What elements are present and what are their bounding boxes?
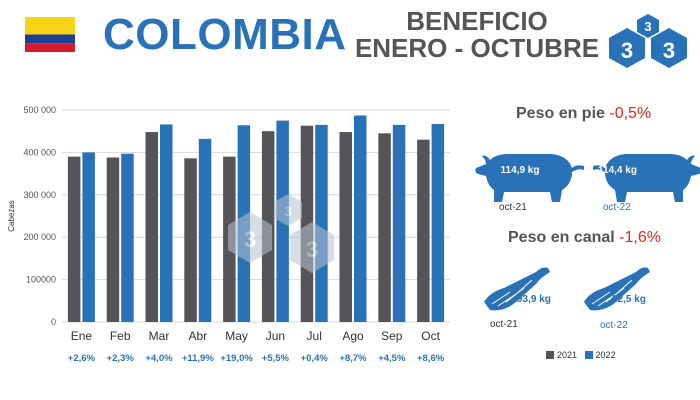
- x-tick-label: Feb: [110, 329, 131, 343]
- growth-label: +8,7%: [339, 353, 367, 364]
- growth-label: +2,6%: [68, 353, 96, 364]
- bar-2022-jul: [315, 124, 328, 322]
- live-weight-label: Peso en pie: [516, 105, 605, 122]
- y-axis-label: Cabezas: [7, 200, 16, 232]
- bar-2022-ene: [82, 152, 95, 322]
- y-tick-label: 0: [51, 317, 56, 327]
- title-line-2: ENERO - OCTUBRE: [354, 33, 600, 63]
- pig-icon: [593, 154, 700, 202]
- live-weight-period-2021: oct-21: [499, 202, 527, 213]
- carcass-weight-2021: 93,9 kg: [517, 294, 551, 305]
- svg-text:3: 3: [663, 38, 675, 63]
- growth-label: +2,3%: [107, 353, 135, 364]
- x-tick-label: Jun: [266, 329, 285, 343]
- bar-2021-ago: [339, 132, 352, 322]
- growth-label: +11,9%: [182, 353, 215, 364]
- country-title: COLOMBIA: [103, 10, 347, 59]
- x-tick-label: Ene: [71, 329, 93, 343]
- bar-2021-sep: [378, 133, 391, 322]
- carcass-weight-title: Peso en canal -1,6%: [508, 229, 661, 247]
- legend-label-2021: 2021: [557, 350, 578, 360]
- logo-watermark-icon: 3 3 3: [228, 194, 334, 273]
- logo-hex-top: 3: [637, 14, 659, 38]
- y-tick-label: 400 000: [23, 147, 56, 157]
- svg-text:3: 3: [284, 204, 291, 219]
- growth-label: +0,4%: [301, 353, 329, 364]
- bar-2021-feb: [106, 157, 120, 322]
- bar-2021-ene: [67, 156, 81, 322]
- svg-text:3: 3: [621, 38, 633, 63]
- pig-weight-2021: 114,9 kg: [501, 165, 540, 176]
- live-weight-change: -0,5%: [609, 105, 652, 122]
- growth-label: +19,0%: [220, 353, 253, 364]
- x-tick-label: Mar: [149, 329, 170, 343]
- growth-label: +4,5%: [378, 353, 406, 364]
- bar-2022-oct: [431, 123, 445, 322]
- bar-2022-feb: [121, 153, 134, 322]
- live-weight-title: Peso en pie -0,5%: [516, 105, 651, 123]
- svg-text:3: 3: [244, 227, 256, 252]
- y-tick-label: 500 000: [23, 105, 56, 115]
- bar-2022-mar: [160, 124, 173, 322]
- legend-label-2022: 2022: [595, 350, 616, 360]
- legend-swatch-2022: [584, 351, 593, 359]
- carcass-period-2022: oct-22: [600, 320, 628, 331]
- bar-2021-jul: [300, 125, 314, 322]
- pig-weight-2022: 114,4 kg: [598, 165, 637, 176]
- bar-2022-abr: [198, 138, 212, 322]
- legend-swatch-2021: [546, 351, 554, 359]
- logo-hex-right: 3: [651, 28, 687, 68]
- y-tick-label: 100000: [26, 275, 56, 285]
- x-tick-label: Sep: [381, 329, 403, 343]
- growth-label: +8,6%: [417, 353, 445, 364]
- x-tick-label: Abr: [188, 329, 207, 343]
- live-weight-period-2022: oct-22: [603, 202, 631, 213]
- x-tick-label: Jul: [307, 329, 322, 343]
- logo-333-icon: 3 3 3: [609, 14, 687, 68]
- carcass-period-2021: oct-21: [490, 319, 518, 330]
- bar-2021-mar: [145, 132, 158, 322]
- bar-2022-sep: [392, 124, 406, 322]
- x-tick-label: Oct: [421, 329, 440, 343]
- bar-2021-abr: [184, 158, 197, 322]
- x-tick-label: Ago: [342, 329, 364, 343]
- bar-2022-ago: [354, 115, 367, 323]
- growth-label: +5,5%: [262, 353, 290, 364]
- carcass-weight-change: -1,6%: [619, 229, 661, 246]
- carcass-icon: [484, 267, 550, 311]
- y-tick-label: 300 000: [23, 190, 56, 200]
- logo-hex-left: 3: [609, 28, 645, 68]
- carcass-weight-2022: 92,5 kg: [612, 294, 646, 305]
- pig-icon: 114,9 kg: [475, 154, 584, 202]
- colombia-flag-icon: [25, 17, 75, 52]
- x-tick-label: May: [225, 329, 248, 343]
- carcass-weight-label: Peso en canal: [508, 229, 615, 246]
- bar-2021-oct: [417, 139, 430, 322]
- growth-label: +4,0%: [145, 353, 173, 364]
- title-line-1: BENEFICIO: [406, 6, 548, 36]
- report-period-title: BENEFICIO ENERO - OCTUBRE: [352, 8, 602, 62]
- carcass-icon: [584, 267, 650, 311]
- svg-text:3: 3: [644, 19, 651, 34]
- slaughter-bar-chart: 0 100000 200 000 300 000 400 000 500 000 Cabez…: [7, 105, 450, 364]
- y-tick-label: 200 000: [23, 232, 56, 242]
- chart-legend: 2021 2022: [546, 350, 616, 360]
- svg-text:3: 3: [306, 237, 318, 262]
